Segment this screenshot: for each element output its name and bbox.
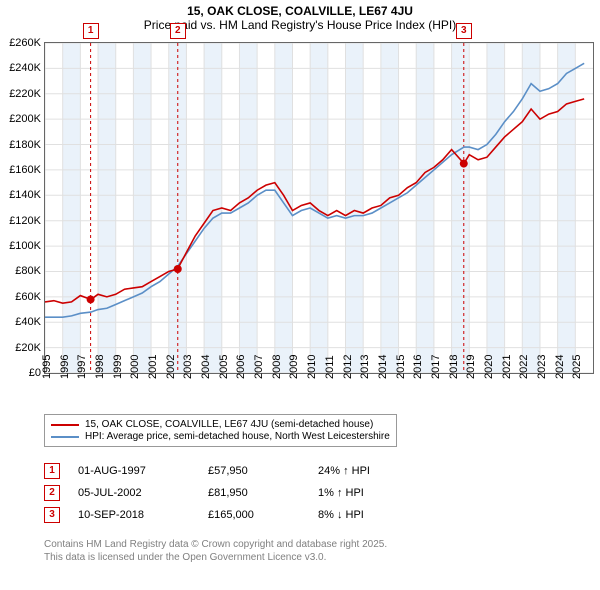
x-tick-label: 2003	[182, 355, 194, 379]
sale-row-date: 05-JUL-2002	[78, 487, 208, 499]
x-tick-label: 2014	[377, 355, 389, 379]
y-tick-label: £220K	[9, 88, 41, 100]
x-tick-label: 2005	[218, 355, 230, 379]
y-tick-label: £40K	[15, 316, 41, 328]
sale-row-diff: 8% ↓ HPI	[318, 509, 418, 521]
x-tick-label: 1996	[59, 355, 71, 379]
x-tick-label: 2021	[501, 355, 513, 379]
y-tick-label: £20K	[15, 342, 41, 354]
y-tick-label: £100K	[9, 240, 41, 252]
x-tick-label: 1998	[94, 355, 106, 379]
y-tick-label: £120K	[9, 215, 41, 227]
x-tick-label: 2009	[288, 355, 300, 379]
sale-row-marker: 2	[44, 485, 60, 501]
x-tick-label: 2024	[554, 355, 566, 379]
sale-marker-1: 1	[83, 23, 99, 39]
y-tick-label: £240K	[9, 62, 41, 74]
x-tick-label: 2004	[200, 355, 212, 379]
sale-marker-3: 3	[456, 23, 472, 39]
sale-row-price: £165,000	[208, 509, 318, 521]
x-tick-label: 1999	[112, 355, 124, 379]
sale-row: 1 01-AUG-1997£57,95024% ↑ HPI	[44, 460, 418, 482]
plot-area: £0£20K£40K£60K£80K£100K£120K£140K£160K£1…	[44, 42, 594, 374]
y-tick-label: £260K	[9, 37, 41, 49]
legend: 15, OAK CLOSE, COALVILLE, LE67 4JU (semi…	[44, 414, 397, 447]
y-tick-label: £140K	[9, 189, 41, 201]
x-tick-label: 2022	[518, 355, 530, 379]
legend-label-property: 15, OAK CLOSE, COALVILLE, LE67 4JU (semi…	[85, 419, 373, 430]
x-tick-label: 2023	[536, 355, 548, 379]
sale-row-price: £81,950	[208, 487, 318, 499]
x-tick-label: 2007	[253, 355, 265, 379]
y-tick-label: £80K	[15, 265, 41, 277]
x-tick-label: 2016	[412, 355, 424, 379]
sale-row-diff: 1% ↑ HPI	[318, 487, 418, 499]
chart-title: 15, OAK CLOSE, COALVILLE, LE67 4JU	[0, 0, 600, 18]
sale-row-diff: 24% ↑ HPI	[318, 465, 418, 477]
legend-item-hpi: HPI: Average price, semi-detached house,…	[51, 431, 390, 442]
y-tick-label: £0	[29, 367, 41, 379]
sale-row-marker: 3	[44, 507, 60, 523]
x-tick-label: 2008	[271, 355, 283, 379]
legend-swatch-hpi	[51, 436, 79, 438]
x-tick-label: 2011	[324, 355, 336, 379]
sale-row: 2 05-JUL-2002£81,9501% ↑ HPI	[44, 482, 418, 504]
x-tick-label: 2001	[147, 355, 159, 379]
y-tick-label: £160K	[9, 164, 41, 176]
y-tick-label: £200K	[9, 113, 41, 125]
x-tick-label: 2002	[165, 355, 177, 379]
x-tick-label: 1995	[41, 355, 53, 379]
footer-line2: This data is licensed under the Open Gov…	[44, 551, 387, 564]
x-tick-label: 2018	[448, 355, 460, 379]
x-tick-label: 2020	[483, 355, 495, 379]
x-tick-label: 2017	[430, 355, 442, 379]
sale-row: 3 10-SEP-2018£165,0008% ↓ HPI	[44, 504, 418, 526]
sale-marker-2: 2	[170, 23, 186, 39]
sale-row-date: 10-SEP-2018	[78, 509, 208, 521]
x-tick-label: 2025	[571, 355, 583, 379]
x-tick-label: 2013	[359, 355, 371, 379]
sale-row-price: £57,950	[208, 465, 318, 477]
footer: Contains HM Land Registry data © Crown c…	[44, 538, 387, 564]
x-tick-label: 2012	[342, 355, 354, 379]
x-tick-label: 2019	[465, 355, 477, 379]
x-tick-label: 2010	[306, 355, 318, 379]
legend-item-property: 15, OAK CLOSE, COALVILLE, LE67 4JU (semi…	[51, 419, 390, 430]
x-tick-label: 2015	[395, 355, 407, 379]
legend-swatch-property	[51, 424, 79, 426]
x-tick-label: 2000	[129, 355, 141, 379]
sale-row-marker: 1	[44, 463, 60, 479]
y-tick-label: £60K	[15, 291, 41, 303]
footer-line1: Contains HM Land Registry data © Crown c…	[44, 538, 387, 551]
plot-svg	[45, 43, 593, 373]
y-tick-label: £180K	[9, 139, 41, 151]
sale-row-date: 01-AUG-1997	[78, 465, 208, 477]
sale-table: 1 01-AUG-1997£57,95024% ↑ HPI 2 05-JUL-2002…	[44, 460, 418, 526]
x-tick-label: 1997	[76, 355, 88, 379]
x-tick-label: 2006	[235, 355, 247, 379]
legend-label-hpi: HPI: Average price, semi-detached house,…	[85, 431, 390, 442]
chart-container: { "title": "15, OAK CLOSE, COALVILLE, LE…	[0, 0, 600, 590]
